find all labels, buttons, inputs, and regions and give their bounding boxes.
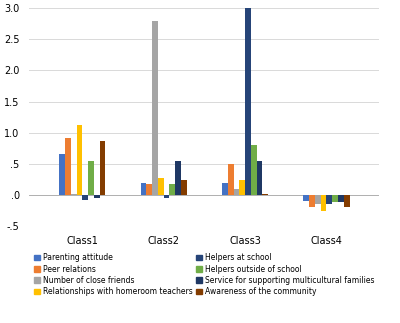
- Bar: [152, 21, 158, 195]
- Bar: [71, 194, 76, 195]
- Bar: [262, 194, 268, 195]
- Bar: [65, 138, 71, 195]
- Bar: [170, 184, 175, 195]
- Bar: [304, 195, 309, 201]
- Bar: [257, 162, 262, 195]
- Bar: [338, 195, 344, 203]
- Bar: [146, 184, 152, 195]
- Bar: [100, 141, 105, 195]
- Bar: [59, 154, 65, 195]
- Bar: [234, 189, 239, 195]
- Bar: [175, 162, 181, 195]
- Bar: [239, 180, 245, 195]
- Bar: [141, 182, 146, 195]
- Bar: [158, 178, 164, 195]
- Bar: [88, 162, 94, 195]
- Bar: [76, 125, 82, 195]
- Bar: [251, 145, 257, 195]
- Bar: [321, 195, 326, 211]
- Bar: [332, 195, 338, 203]
- Bar: [326, 195, 332, 204]
- Bar: [315, 195, 321, 204]
- Bar: [222, 182, 228, 195]
- Bar: [309, 195, 315, 207]
- Bar: [181, 180, 187, 195]
- Bar: [164, 195, 170, 198]
- Bar: [94, 195, 100, 198]
- Bar: [245, 8, 251, 195]
- Bar: [344, 195, 350, 207]
- Bar: [228, 164, 234, 195]
- Bar: [82, 195, 88, 200]
- Legend: Parenting attitude, Peer relations, Number of close friends, Relationships with : Parenting attitude, Peer relations, Numb…: [33, 252, 376, 297]
